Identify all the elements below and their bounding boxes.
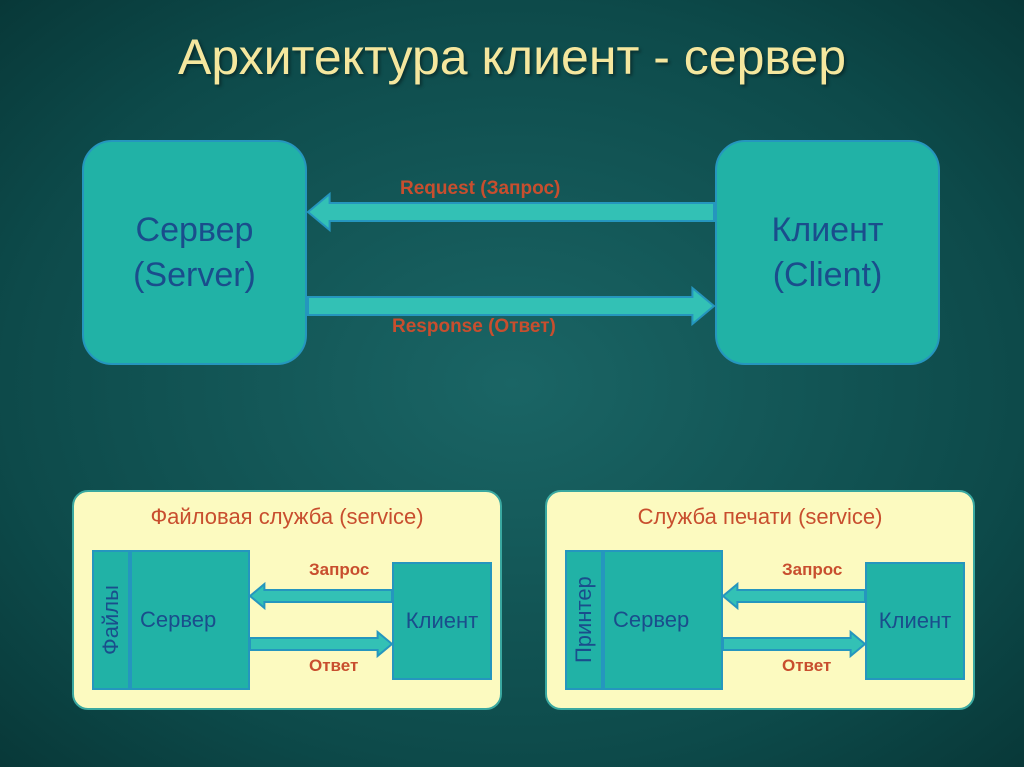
service-title: Файловая служба (service) bbox=[74, 504, 500, 530]
page-title: Архитектура клиент - сервер bbox=[0, 0, 1024, 86]
resource-box: Файлы bbox=[92, 550, 130, 690]
response-label: Response (Ответ) bbox=[392, 316, 556, 338]
resource-box: Принтер bbox=[565, 550, 603, 690]
server-box: Сервер (Server) bbox=[82, 140, 307, 365]
service-server-box: Сервер bbox=[130, 550, 250, 690]
service-panel-0: Файловая служба (service) ФайлыСервер Клие… bbox=[72, 490, 502, 710]
service-request-label: Запрос bbox=[782, 560, 842, 580]
request-label: Request (Запрос) bbox=[400, 178, 560, 200]
service-response-label: Ответ bbox=[782, 656, 831, 676]
server-label-1: Сервер bbox=[136, 211, 254, 249]
client-box: Клиент (Client) bbox=[715, 140, 940, 365]
client-label-2: (Client) bbox=[773, 256, 883, 294]
service-panel-1: Служба печати (service) ПринтерСервер Клие… bbox=[545, 490, 975, 710]
service-client-box: Клиент bbox=[392, 562, 492, 680]
service-server-box: Сервер bbox=[603, 550, 723, 690]
server-label-2: (Server) bbox=[133, 256, 256, 294]
service-response-label: Ответ bbox=[309, 656, 358, 676]
client-label-1: Клиент bbox=[772, 211, 884, 249]
service-request-label: Запрос bbox=[309, 560, 369, 580]
service-client-box: Клиент bbox=[865, 562, 965, 680]
service-title: Служба печати (service) bbox=[547, 504, 973, 530]
